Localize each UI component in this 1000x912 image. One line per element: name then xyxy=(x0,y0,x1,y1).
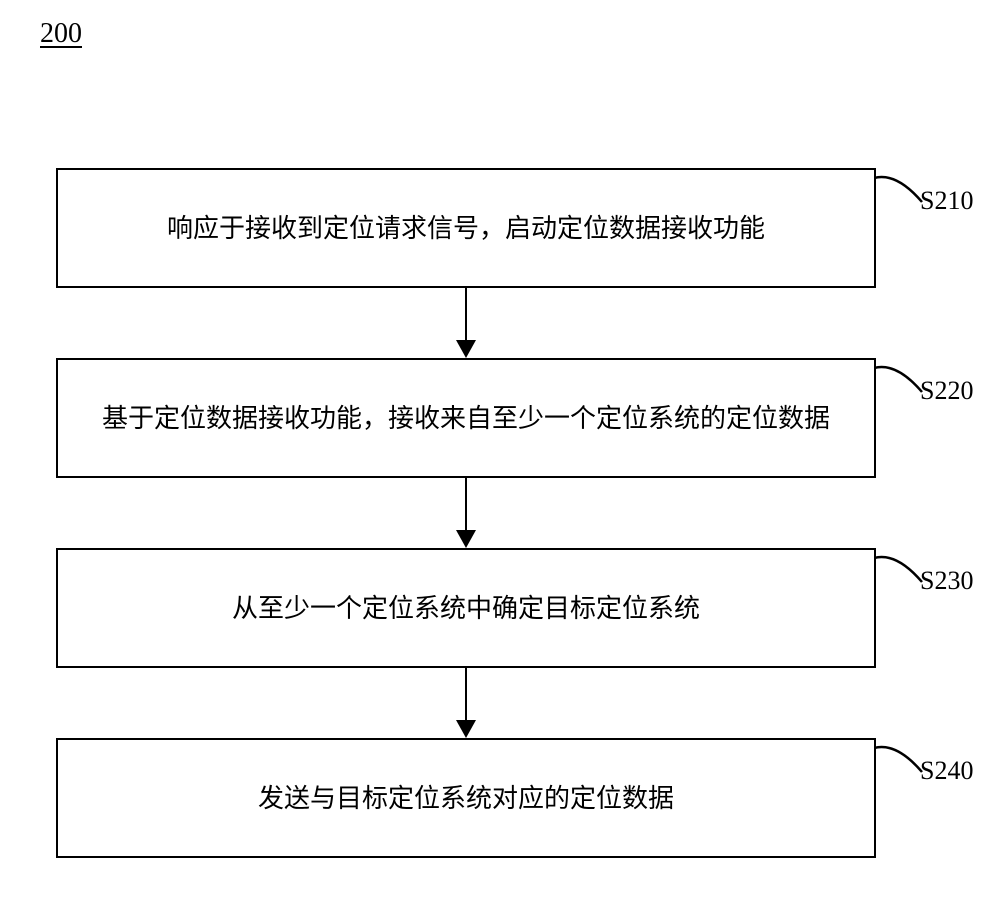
arrow-down-icon xyxy=(465,478,467,530)
flow-step-text: 响应于接收到定位请求信号，启动定位数据接收功能 xyxy=(167,209,765,248)
flow-step-text: 发送与目标定位系统对应的定位数据 xyxy=(258,779,674,818)
leader-line-icon xyxy=(874,170,924,210)
arrow-down-icon xyxy=(465,288,467,340)
flow-step-s240: 发送与目标定位系统对应的定位数据 xyxy=(56,738,876,858)
arrow-head-icon xyxy=(456,530,476,548)
arrow-head-icon xyxy=(456,720,476,738)
flow-step-text: 基于定位数据接收功能，接收来自至少一个定位系统的定位数据 xyxy=(102,399,830,438)
flow-step-s230: 从至少一个定位系统中确定目标定位系统 xyxy=(56,548,876,668)
step-label-s210: S210 xyxy=(920,186,973,216)
figure-number-label: 200 xyxy=(40,18,82,50)
flow-step-s220: 基于定位数据接收功能，接收来自至少一个定位系统的定位数据 xyxy=(56,358,876,478)
flow-step-s210: 响应于接收到定位请求信号，启动定位数据接收功能 xyxy=(56,168,876,288)
leader-line-icon xyxy=(874,740,924,780)
leader-line-icon xyxy=(874,360,924,400)
step-label-s230: S230 xyxy=(920,566,973,596)
arrow-down-icon xyxy=(465,668,467,720)
flow-step-text: 从至少一个定位系统中确定目标定位系统 xyxy=(232,589,700,628)
leader-line-icon xyxy=(874,550,924,590)
step-label-s240: S240 xyxy=(920,756,973,786)
arrow-head-icon xyxy=(456,340,476,358)
step-label-s220: S220 xyxy=(920,376,973,406)
